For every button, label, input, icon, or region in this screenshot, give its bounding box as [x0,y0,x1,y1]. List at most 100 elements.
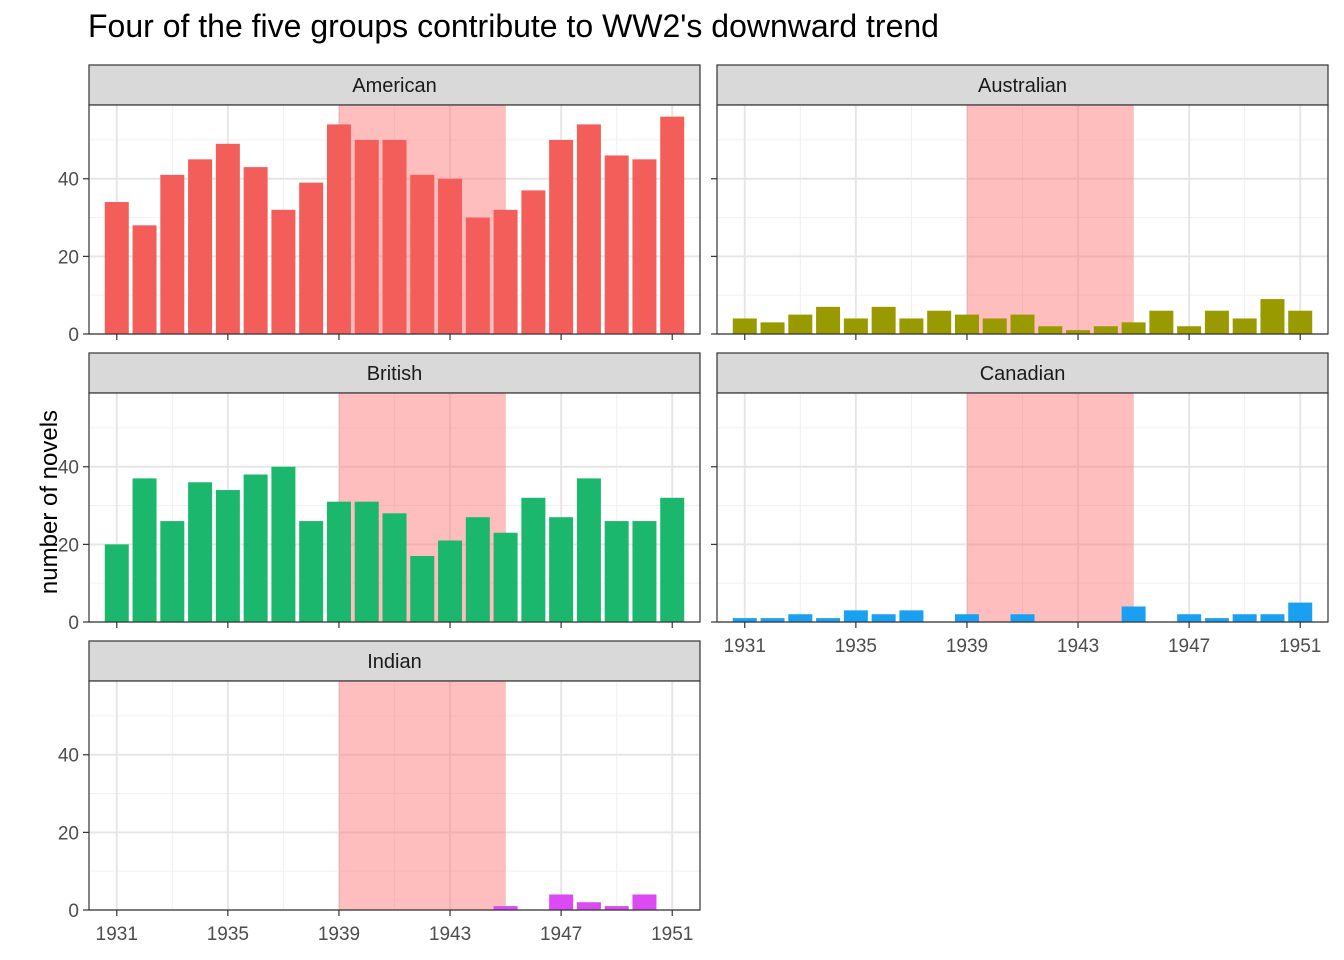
bar-american-1937 [271,209,296,334]
x-tick-label: 1943 [1057,636,1099,657]
panel-border [88,104,701,335]
bar-british-1938 [299,521,324,622]
x-tick-label: 1939 [946,636,988,657]
bar-canadian-1949 [1232,614,1257,622]
bar-american-1950 [632,159,657,334]
x-tick-label: 1947 [540,924,582,945]
bar-australian-1949 [1232,318,1257,334]
facet-panel-indian: Indian 0 20 40 1931 1935 1939 1943 1947 1951 [58,640,701,945]
bar-indian-1947 [549,894,574,910]
bar-british-1945 [493,532,518,622]
bar-british-1941 [382,513,407,622]
y-tick-label: 40 [58,170,79,191]
facet-strip-label-american: American [352,75,436,97]
facet-strip-label-british: British [367,363,423,385]
chart-title: Four of the five groups contribute to WW… [88,8,939,44]
y-tick-label: 20 [58,823,79,844]
bar-australian-1943 [1066,330,1091,334]
x-tick-label: 1939 [318,924,360,945]
bar-australian-1948 [1204,310,1229,334]
bar-american-1933 [160,174,185,334]
bar-australian-1934 [816,306,841,334]
facet-strip-british [88,352,701,394]
bar-canadian-1948 [1204,618,1229,622]
bar-australian-1937 [899,318,924,334]
bar-british-1951 [660,497,685,622]
x-tick-label: 1931 [724,636,766,657]
bar-british-1943 [438,540,463,622]
bar-british-1937 [271,466,296,622]
bar-canadian-1941 [1010,614,1035,622]
panel-border [716,104,1329,335]
bar-australian-1944 [1093,326,1118,334]
bar-australian-1931 [732,318,757,334]
bar-indian-1949 [604,906,629,910]
bar-canadian-1933 [788,614,813,622]
bar-australian-1933 [788,314,813,334]
bar-canadian-1945 [1121,606,1146,622]
x-tick-label: 1935 [207,924,249,945]
bar-australian-1946 [1149,310,1174,334]
bar-british-1948 [576,478,601,622]
bar-british-1946 [521,497,546,622]
facet-strip-label-australian: Australian [978,75,1067,97]
bar-american-1941 [382,139,407,334]
bar-canadian-1951 [1288,602,1313,622]
bar-american-1947 [549,139,574,334]
bar-indian-1948 [576,902,601,910]
bar-australian-1939 [954,314,979,334]
bar-british-1936 [243,474,268,622]
y-tick-label: 40 [58,458,79,479]
facet-panel-british: British 0 20 40 [58,352,701,634]
facet-strip-indian [88,640,701,682]
ww2-highlight-band [338,681,506,910]
y-tick-label: 0 [68,325,79,346]
bar-british-1933 [160,521,185,622]
bar-australian-1938 [927,310,952,334]
bar-australian-1945 [1121,322,1146,334]
bar-british-1942 [410,556,435,622]
x-tick-label: 1951 [651,924,693,945]
x-tick-label: 1943 [429,924,471,945]
x-tick-label: 1935 [835,636,877,657]
bar-canadian-1934 [816,618,841,622]
facet-strip-label-canadian: Canadian [980,363,1066,385]
bar-australian-1947 [1177,326,1202,334]
bar-canadian-1950 [1260,614,1285,622]
bar-canadian-1947 [1177,614,1202,622]
bar-american-1939 [326,124,351,335]
bar-canadian-1937 [899,610,924,622]
bar-australian-1942 [1038,326,1063,334]
bar-american-1951 [660,116,685,334]
bar-australian-1950 [1260,299,1285,334]
bar-australian-1932 [760,322,785,334]
y-tick-label: 0 [68,901,79,922]
bar-american-1942 [410,174,435,334]
bar-australian-1936 [871,306,896,334]
facet-strip-american [88,64,701,106]
bar-british-1949 [604,521,629,622]
bar-american-1936 [243,167,268,334]
panel-border [88,392,701,623]
bar-british-1935 [215,490,240,622]
bar-canadian-1931 [732,618,757,622]
bar-canadian-1932 [760,618,785,622]
bar-british-1950 [632,521,657,622]
facet-panel-american: American 0 20 40 [58,64,701,346]
facet-strip-label-indian: Indian [367,651,422,673]
bar-british-1940 [354,501,379,622]
y-tick-label: 40 [58,746,79,767]
panel-border [716,392,1329,623]
bar-canadian-1939 [954,614,979,622]
bar-australian-1940 [982,318,1007,334]
bar-american-1949 [604,155,629,334]
bar-british-1947 [549,517,574,622]
bar-british-1944 [465,517,490,622]
bar-american-1945 [493,209,518,334]
x-tick-label: 1951 [1279,636,1321,657]
y-tick-label: 20 [58,247,79,268]
bar-american-1948 [576,124,601,335]
x-tick-label: 1947 [1168,636,1210,657]
